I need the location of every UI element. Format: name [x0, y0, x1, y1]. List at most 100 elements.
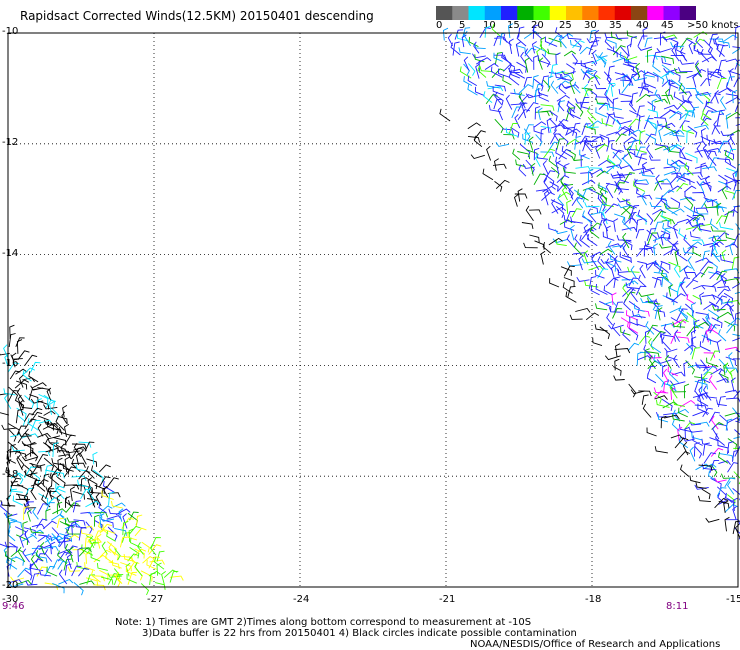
wind-barb	[605, 182, 614, 199]
wind-barb	[645, 321, 655, 335]
wind-barb	[676, 308, 688, 321]
wind-barb	[703, 150, 717, 157]
wind-barb	[42, 422, 59, 430]
wind-barb	[683, 205, 695, 218]
wind-barb	[596, 192, 608, 204]
wind-barb	[622, 207, 632, 220]
wind-barb	[612, 97, 619, 111]
wind-barb	[689, 475, 701, 484]
wind-barb	[548, 141, 560, 151]
wind-barb	[488, 104, 502, 113]
wind-barb	[652, 330, 666, 342]
wind-barb	[691, 106, 700, 118]
wind-barb	[644, 37, 653, 48]
wind-barb	[623, 144, 639, 151]
wind-barb	[725, 346, 740, 352]
wind-barb	[93, 584, 106, 591]
wind-barb	[673, 91, 686, 104]
wind-barb	[556, 174, 570, 184]
wind-barb	[44, 464, 53, 478]
wind-barb	[29, 462, 42, 472]
wind-barb	[86, 574, 95, 585]
wind-barb	[101, 490, 114, 500]
wind-barb	[22, 367, 35, 375]
wind-barb	[715, 433, 725, 446]
wind-barb	[548, 35, 563, 46]
wind-barb	[555, 160, 561, 175]
wind-barb	[697, 495, 711, 503]
wind-barb	[735, 412, 740, 415]
wind-barb	[46, 566, 58, 577]
wind-barb	[671, 371, 685, 377]
wind-barb	[646, 115, 657, 130]
wind-barb	[31, 472, 41, 484]
wind-barb	[24, 428, 32, 444]
wind-barb	[643, 70, 655, 78]
wind-barb	[122, 513, 128, 529]
wind-barb	[582, 70, 592, 80]
lon-tick-label: -24	[293, 594, 310, 605]
wind-barb	[52, 442, 59, 458]
wind-barb	[99, 513, 105, 528]
wind-barb	[675, 129, 680, 142]
wind-barb	[660, 415, 667, 429]
wind-barb	[569, 314, 583, 320]
wind-barb	[714, 477, 727, 483]
wind-barb	[99, 549, 112, 558]
lat-tick-label: -16	[2, 358, 19, 370]
wind-barb	[121, 532, 131, 543]
wind-barb	[699, 341, 711, 352]
wind-barb	[14, 399, 25, 411]
wind-barb	[21, 456, 38, 462]
wind-barb	[42, 520, 57, 530]
wind-barb	[533, 121, 547, 128]
wind-barb	[79, 547, 92, 553]
wind-barb	[668, 284, 674, 297]
wind-barb	[66, 553, 72, 569]
wind-barb	[508, 38, 514, 54]
wind-barb	[16, 456, 25, 470]
wind-barb	[535, 134, 543, 147]
wind-barb	[716, 399, 727, 407]
wind-barb	[663, 323, 672, 336]
wind-barb	[732, 337, 740, 342]
wind-barb	[565, 210, 576, 224]
wind-barb	[44, 582, 58, 590]
wind-barb	[700, 48, 710, 63]
wind-barb	[75, 464, 88, 472]
wind-barb	[703, 197, 714, 207]
wind-barb	[684, 185, 697, 193]
wind-barb	[687, 125, 698, 138]
wind-barb	[44, 565, 56, 577]
wind-barb	[709, 270, 722, 280]
wind-barb	[706, 134, 717, 143]
wind-barb	[43, 457, 55, 472]
wind-barb	[630, 265, 637, 279]
wind-barb	[605, 277, 619, 287]
wind-barb	[589, 226, 600, 239]
wind-barb	[679, 120, 690, 129]
wind-barb	[623, 291, 636, 304]
wind-barb	[669, 380, 686, 386]
wind-barb	[87, 477, 93, 493]
wind-barb	[558, 83, 567, 95]
wind-barb	[106, 515, 122, 520]
wind-barb	[6, 453, 17, 464]
wind-barb	[598, 159, 612, 167]
wind-barb	[653, 210, 667, 222]
wind-barb	[716, 270, 728, 281]
wind-barb	[45, 447, 61, 453]
wind-barb	[674, 329, 680, 342]
wind-barb	[724, 516, 730, 532]
wind-barb	[604, 355, 621, 361]
wind-barb	[699, 292, 705, 305]
wind-barb	[508, 72, 520, 86]
wind-barb	[662, 223, 671, 234]
wind-barb	[631, 310, 646, 318]
wind-barb	[660, 215, 672, 225]
wind-barb	[71, 462, 86, 468]
wind-barb	[106, 531, 116, 542]
wind-barb	[454, 29, 464, 40]
wind-barb	[526, 102, 539, 113]
wind-barb	[697, 403, 710, 414]
